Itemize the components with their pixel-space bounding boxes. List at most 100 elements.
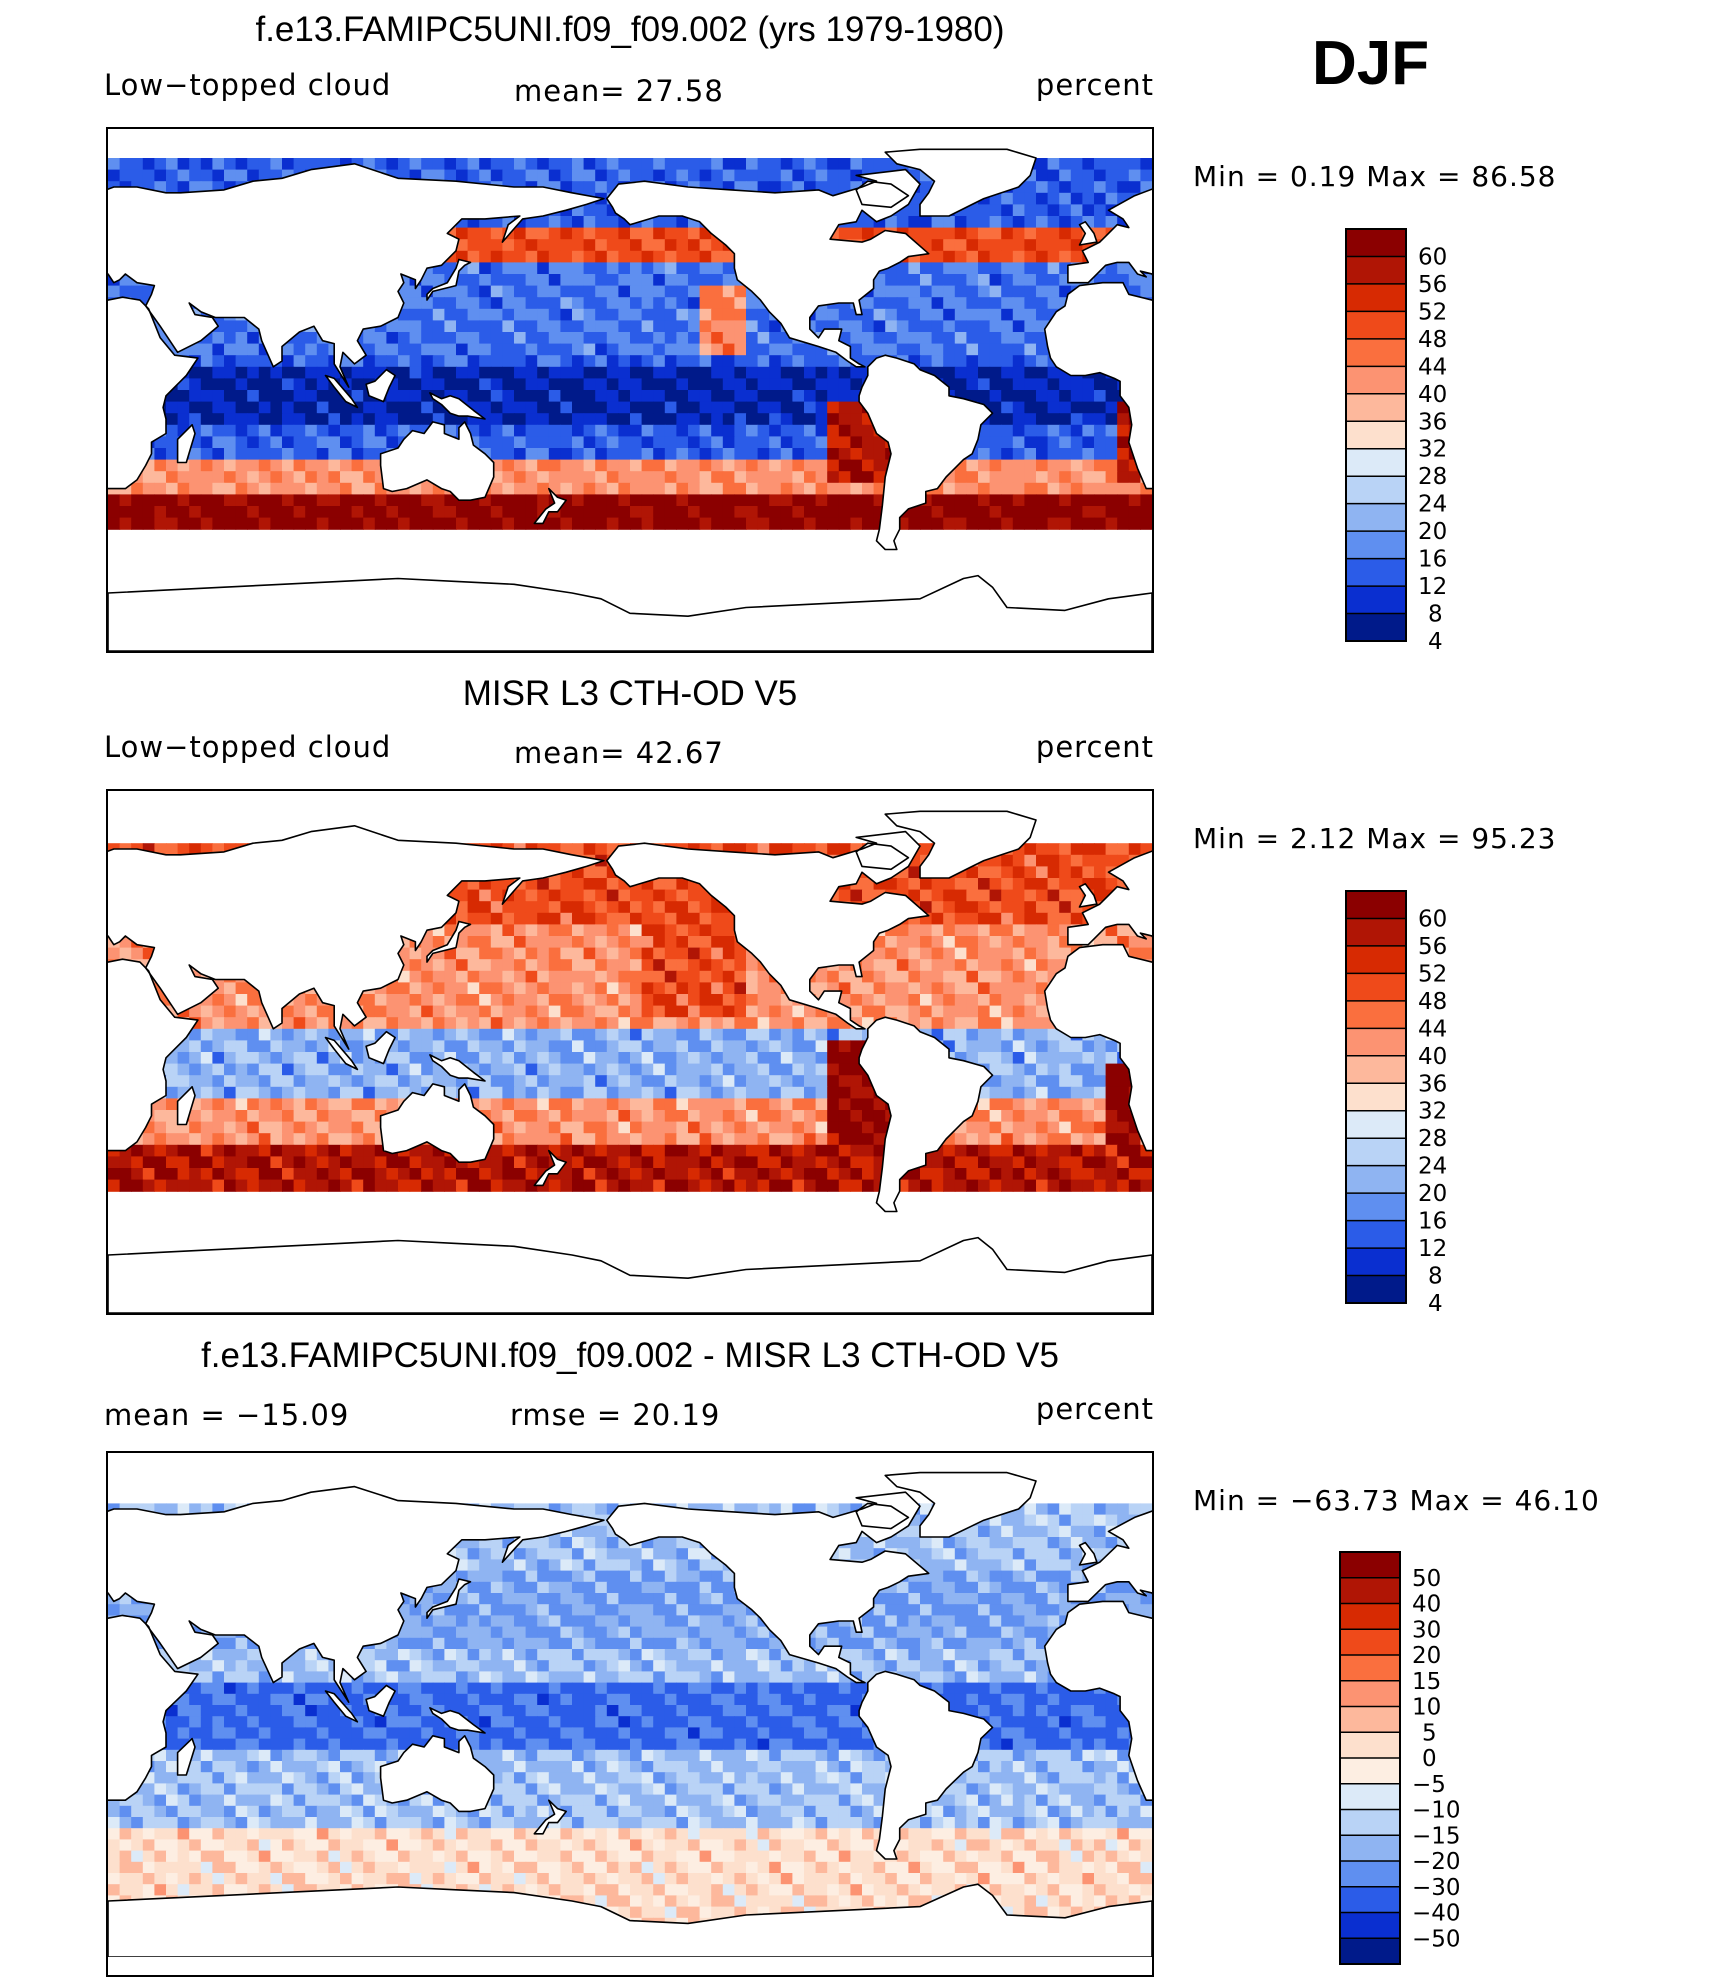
colorbar-swatch: [1346, 1248, 1406, 1276]
panel-1-variable-label: Low−topped cloud: [104, 68, 391, 102]
colorbar-tick-label: −20: [1412, 1849, 1461, 1875]
colorbar-swatch: [1346, 531, 1406, 559]
colorbar-swatch: [1346, 339, 1406, 367]
colorbar-tick-label: 48: [1418, 327, 1447, 353]
panel-3-units-label: percent: [1036, 1392, 1154, 1426]
panel-1-min-max: Min = 0.19 Max = 86.58: [1193, 160, 1557, 193]
panel-2-mean-label: mean= 42.67: [514, 736, 724, 770]
colorbar-swatch: [1346, 586, 1406, 614]
colorbar-swatch: [1346, 421, 1406, 449]
colorbar-tick-label: 12: [1418, 574, 1447, 600]
colorbar-swatch: [1346, 1221, 1406, 1249]
colorbar-swatch: [1340, 1810, 1400, 1836]
colorbar-tick-label: 4: [1428, 1291, 1443, 1317]
panel-2-title: MISR L3 CTH-OD V5: [108, 674, 1152, 714]
colorbar-swatch: [1346, 918, 1406, 946]
panel-1-units-label: percent: [1036, 68, 1154, 102]
colorbar-tick-label: 32: [1418, 1099, 1447, 1125]
colorbar-swatch: [1346, 1193, 1406, 1221]
colorbar-tick-label: 15: [1412, 1669, 1441, 1695]
colorbar-swatch: [1346, 229, 1406, 257]
colorbar-swatch: [1346, 891, 1406, 919]
colorbar-tick-label: −50: [1412, 1926, 1461, 1952]
colorbar-swatch: [1346, 284, 1406, 312]
colorbar-swatch: [1346, 559, 1406, 587]
colorbar-tick-label: 8: [1428, 1264, 1443, 1290]
colorbar-tick-label: −10: [1412, 1798, 1461, 1824]
colorbar-tick-label: 56: [1418, 272, 1447, 298]
colorbar-tick-label: −40: [1412, 1901, 1461, 1927]
panel-1-map-svg: [108, 129, 1152, 651]
colorbar-tick-label: 44: [1418, 354, 1447, 380]
colorbar-swatch: [1346, 394, 1406, 422]
colorbar-tick-label: 28: [1418, 464, 1447, 490]
colorbar-tick-label: 16: [1418, 547, 1447, 573]
colorbar-tick-label: 8: [1428, 602, 1443, 628]
colorbar-swatch: [1346, 476, 1406, 504]
colorbar-tick-label: 16: [1418, 1209, 1447, 1235]
colorbar-tick-label: 10: [1412, 1695, 1441, 1721]
panel-2-map-svg: [108, 791, 1152, 1313]
colorbar-swatch: [1340, 1629, 1400, 1655]
colorbar-swatch: [1340, 1758, 1400, 1784]
colorbar-swatch: [1346, 256, 1406, 284]
colorbar-tick-label: 56: [1418, 934, 1447, 960]
panel-1-title: f.e13.FAMIPC5UNI.f09_f09.002 (yrs 1979-1…: [108, 10, 1152, 50]
colorbar-swatch: [1346, 1111, 1406, 1139]
colorbar-swatch: [1340, 1784, 1400, 1810]
colorbar-tick-label: 40: [1418, 1044, 1447, 1070]
colorbar-swatch: [1346, 311, 1406, 339]
panel-3-mean-label: mean = −15.09: [104, 1398, 349, 1432]
colorbar-tick-label: −15: [1412, 1823, 1461, 1849]
colorbar-swatch: [1346, 614, 1406, 642]
colorbar-swatch: [1340, 1578, 1400, 1604]
colorbar-tick-label: 60: [1418, 244, 1447, 270]
colorbar-tick-label: −30: [1412, 1875, 1461, 1901]
colorbar-swatch: [1340, 1861, 1400, 1887]
panel-3-title: f.e13.FAMIPC5UNI.f09_f09.002 - MISR L3 C…: [108, 1336, 1152, 1376]
colorbar-tick-label: 20: [1418, 1181, 1447, 1207]
colorbar-tick-label: 4: [1428, 629, 1443, 655]
colorbar-tick-label: 12: [1418, 1236, 1447, 1262]
colorbar-tick-label: 40: [1418, 382, 1447, 408]
colorbar-swatch: [1346, 946, 1406, 974]
colorbar-swatch: [1340, 1681, 1400, 1707]
colorbar-tick-label: 40: [1412, 1592, 1441, 1618]
colorbar-swatch: [1346, 1138, 1406, 1166]
panel-3-rmse-label: rmse = 20.19: [510, 1398, 720, 1432]
colorbar-swatch: [1340, 1835, 1400, 1861]
colorbar-tick-label: 20: [1412, 1643, 1441, 1669]
panel-1-map: [106, 127, 1154, 653]
colorbar-swatch: [1340, 1887, 1400, 1913]
colorbar-tick-label: 24: [1418, 1154, 1447, 1180]
colorbar-swatch: [1340, 1707, 1400, 1733]
colorbar-swatch: [1346, 1056, 1406, 1084]
panel-1-mean-label: mean= 27.58: [514, 74, 724, 108]
colorbar-swatch: [1346, 1166, 1406, 1194]
panel-2-map: [106, 789, 1154, 1315]
colorbar-swatch: [1340, 1732, 1400, 1758]
colorbar-swatch: [1346, 973, 1406, 1001]
colorbar-tick-label: 20: [1418, 519, 1447, 545]
panel-2-units-label: percent: [1036, 730, 1154, 764]
colorbar-swatch: [1340, 1938, 1400, 1964]
colorbar-tick-label: 24: [1418, 492, 1447, 518]
colorbar-tick-label: 36: [1418, 409, 1447, 435]
colorbar-swatch: [1340, 1552, 1400, 1578]
panel-2-variable-label: Low−topped cloud: [104, 730, 391, 764]
colorbar-tick-label: 44: [1418, 1016, 1447, 1042]
colorbar-tick-label: 52: [1418, 961, 1447, 987]
colorbar-tick-label: 30: [1412, 1617, 1441, 1643]
colorbar-swatch: [1340, 1913, 1400, 1939]
colorbar-swatch: [1346, 504, 1406, 532]
season-label: DJF: [1312, 28, 1429, 99]
colorbar-tick-label: 0: [1422, 1746, 1437, 1772]
colorbar-tick-label: 60: [1418, 906, 1447, 932]
colorbar-tick-label: 5: [1422, 1720, 1437, 1746]
